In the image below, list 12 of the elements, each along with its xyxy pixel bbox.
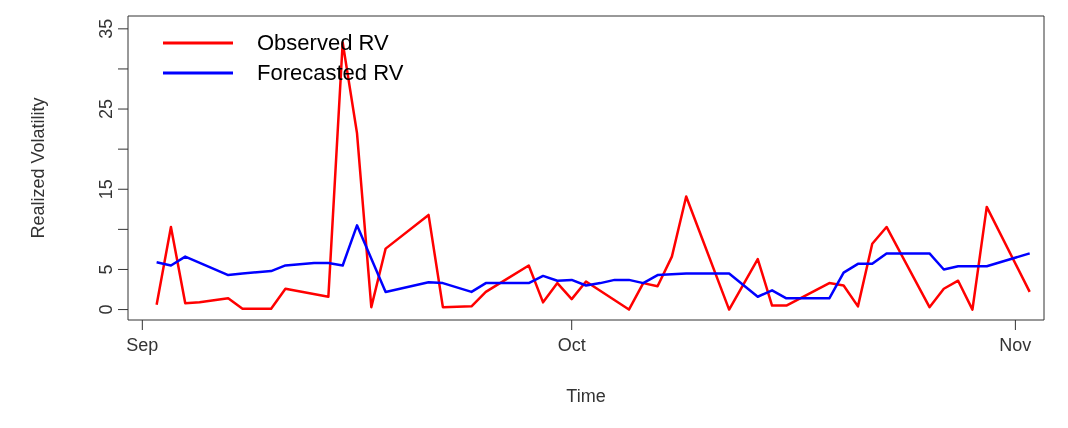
y-tick-label: 5	[96, 264, 116, 275]
x-tick-label: Nov	[999, 334, 1032, 355]
x-axis-title: Time	[566, 386, 606, 406]
x-tick-label: Sep	[126, 334, 159, 355]
y-axis-title: Realized Volatility	[28, 97, 49, 239]
y-tick-label: 35	[96, 18, 116, 39]
line-series	[155, 224, 1031, 300]
x-tick-label: Oct	[557, 334, 586, 355]
legend-label: Observed RV	[257, 29, 389, 57]
y-tick-label: 25	[96, 99, 116, 120]
y-tick-label: 0	[96, 304, 116, 315]
y-tick-label: 15	[96, 179, 116, 200]
